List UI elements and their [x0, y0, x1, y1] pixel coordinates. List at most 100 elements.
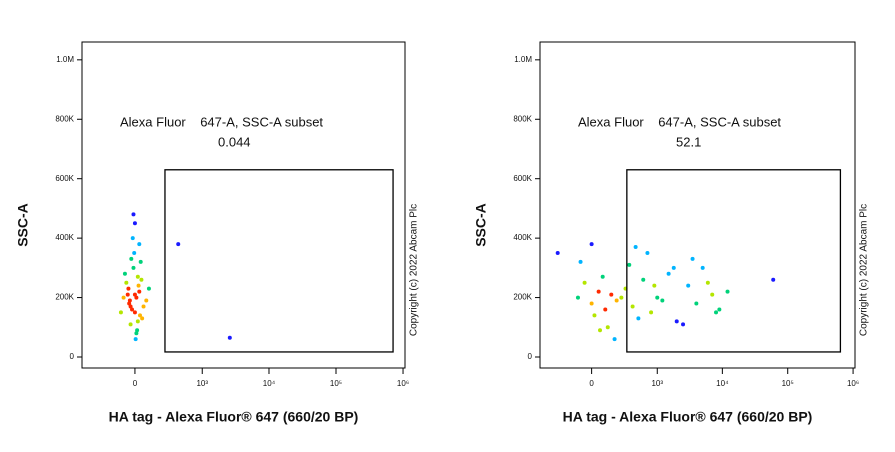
event-dot	[612, 337, 617, 342]
event-dot	[582, 280, 587, 285]
event-dot	[660, 298, 665, 303]
event-dot	[771, 277, 776, 282]
event-dot	[674, 319, 679, 324]
event-dot	[138, 259, 143, 264]
event-dot	[144, 298, 149, 303]
event-dot	[141, 304, 146, 309]
event-dot	[725, 289, 730, 294]
event-dot	[714, 310, 719, 315]
y-tick-label: 200K	[55, 293, 74, 302]
event-dot	[605, 325, 610, 330]
gate-value: 52.1	[676, 134, 701, 149]
copyright: Copyright (c) 2022 Abcam Plc	[859, 204, 870, 336]
event-dot	[131, 212, 136, 217]
event-dot	[126, 286, 131, 291]
event-dot	[641, 277, 646, 282]
event-dot	[125, 292, 130, 297]
event-dot	[600, 274, 605, 279]
event-dot	[630, 304, 635, 309]
plot-frame	[539, 41, 856, 369]
event-dot	[135, 274, 140, 279]
event-dot	[138, 313, 143, 318]
gate-label: Alexa Fluor 647-A, SSC-A subset	[120, 114, 323, 129]
event-dot	[134, 295, 139, 300]
event-dot	[133, 337, 138, 342]
x-tick-label: 10³	[196, 379, 208, 388]
x-tick-label: 10⁴	[263, 379, 276, 388]
event-dot	[710, 292, 715, 297]
event-dot	[134, 331, 139, 336]
event-dot	[146, 286, 151, 291]
event-dot	[135, 319, 140, 324]
event-dot	[681, 322, 686, 327]
event-dot	[598, 328, 603, 333]
y-tick-label: 1.0M	[56, 55, 74, 64]
event-dot	[655, 295, 660, 300]
event-dot	[176, 242, 181, 247]
event-dot	[690, 256, 695, 261]
x-tick-label: 10³	[651, 379, 663, 388]
event-dot	[705, 280, 710, 285]
gate	[164, 169, 394, 353]
y-tick-label: 600K	[513, 174, 532, 183]
event-dot	[130, 307, 135, 312]
event-dot	[694, 301, 699, 306]
y-tick-label: 200K	[513, 293, 532, 302]
x-tick-label: 10⁵	[782, 379, 794, 388]
event-dot	[589, 301, 594, 306]
x-axis-title: HA tag - Alexa Fluor® 647 (660/20 BP)	[109, 409, 359, 425]
event-dot	[136, 283, 141, 288]
event-dot	[649, 310, 654, 315]
event-dot	[614, 298, 619, 303]
event-dot	[609, 292, 614, 297]
y-tick-label: 600K	[55, 174, 74, 183]
event-dot	[121, 295, 126, 300]
event-dot	[575, 295, 580, 300]
event-dot	[671, 265, 676, 270]
event-dot	[124, 280, 129, 285]
event-dot	[592, 313, 597, 318]
event-dot	[555, 250, 560, 255]
event-dot	[132, 310, 137, 315]
gate-value: 0.044	[218, 134, 251, 149]
x-tick-label: 10⁶	[397, 379, 409, 388]
event-dot	[122, 271, 127, 276]
y-tick-label: 1.0M	[514, 55, 532, 64]
event-dot	[227, 335, 232, 340]
x-axis-title: HA tag - Alexa Fluor® 647 (660/20 BP)	[563, 409, 813, 425]
event-dot	[700, 265, 705, 270]
y-tick-label: 400K	[55, 233, 74, 242]
plot-frame	[81, 41, 406, 369]
event-dot	[645, 250, 650, 255]
gate	[626, 169, 842, 353]
event-dot	[636, 316, 641, 321]
y-tick-label: 400K	[513, 233, 532, 242]
event-dot	[132, 250, 137, 255]
x-tick-label: 0	[133, 379, 138, 388]
event-dot	[139, 277, 144, 282]
gate-label: Alexa Fluor 647-A, SSC-A subset	[578, 114, 781, 129]
event-dot	[666, 271, 671, 276]
event-dot	[128, 304, 133, 309]
x-tick-label: 10⁴	[716, 379, 729, 388]
event-dot	[127, 298, 132, 303]
event-dot	[627, 262, 632, 267]
x-tick-label: 0	[589, 379, 594, 388]
y-axis-title: SSC-A	[473, 203, 489, 247]
x-tick-label: 10⁶	[847, 379, 859, 388]
event-dot	[652, 283, 657, 288]
y-tick-label: 0	[528, 352, 533, 361]
event-dot	[578, 259, 583, 264]
y-tick-label: 800K	[55, 114, 74, 123]
x-tick-label: 10⁵	[330, 379, 342, 388]
event-dot	[596, 289, 601, 294]
event-dot	[137, 289, 142, 294]
event-dot	[686, 283, 691, 288]
y-axis-title: SSC-A	[15, 203, 31, 247]
event-dot	[589, 242, 594, 247]
event-dot	[130, 236, 135, 241]
y-tick-label: 800K	[513, 114, 532, 123]
copyright: Copyright (c) 2022 Abcam Plc	[409, 204, 420, 336]
event-dot	[132, 292, 137, 297]
